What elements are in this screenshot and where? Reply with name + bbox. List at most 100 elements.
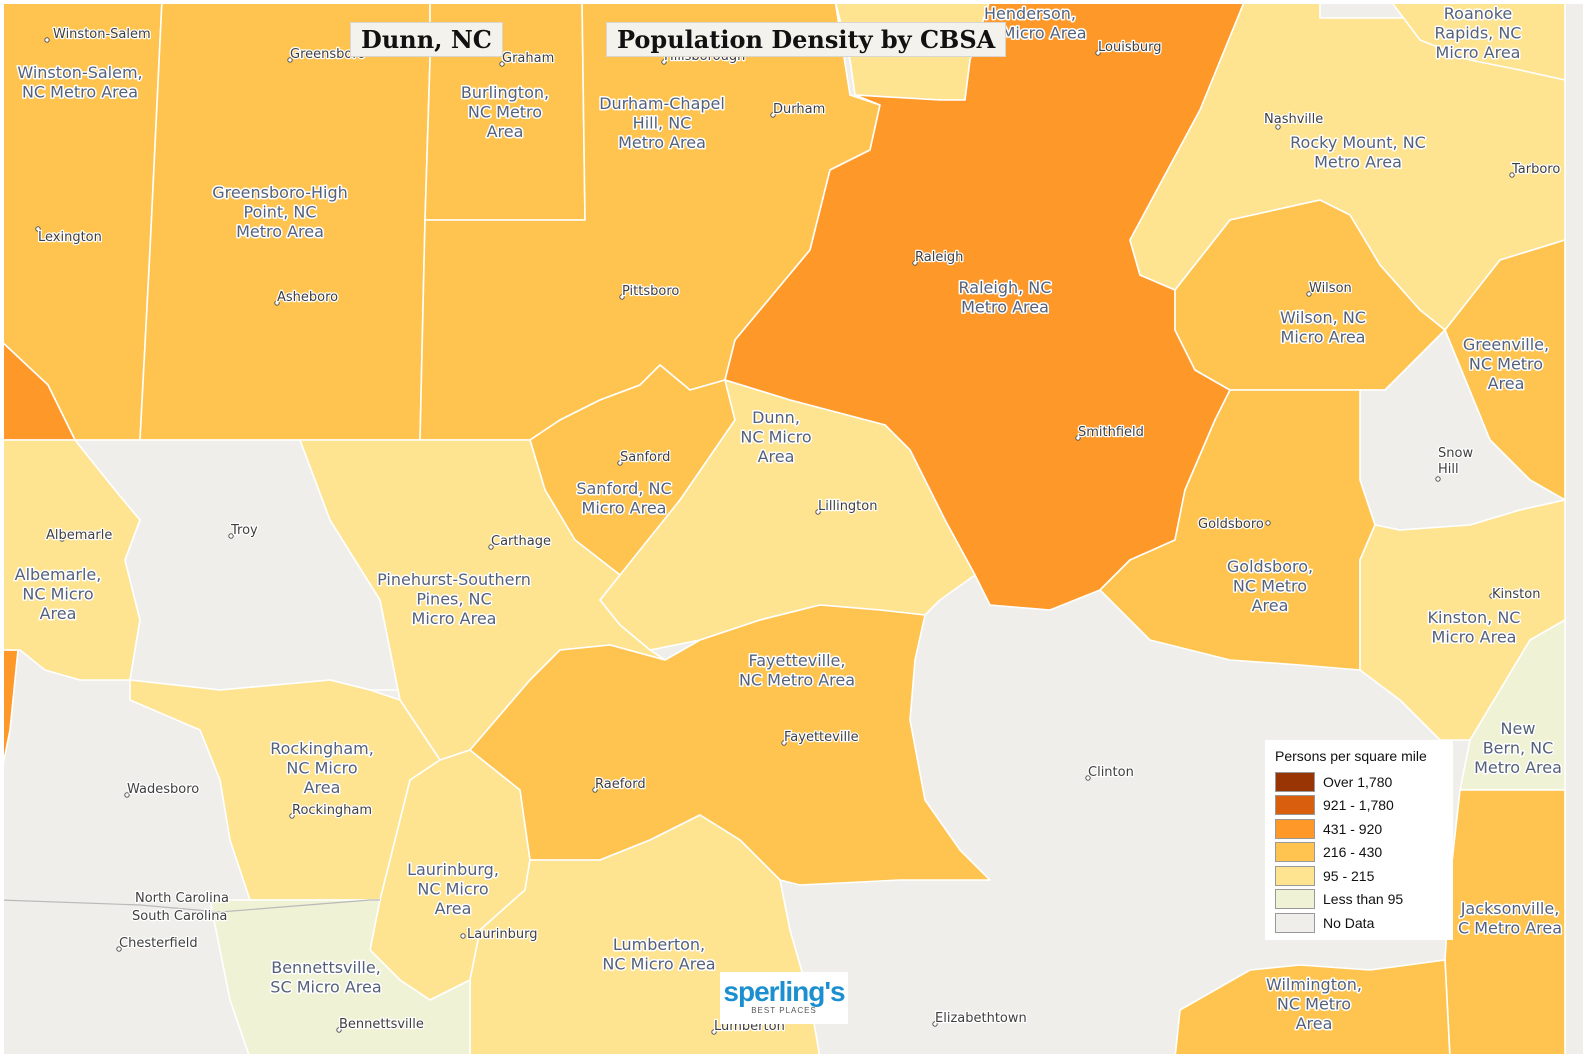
- city-marker[interactable]: Asheboro: [274, 289, 339, 306]
- city-label: Goldsboro: [1198, 517, 1264, 532]
- cbsa-label-line: Rocky Mount, NC: [1290, 133, 1426, 152]
- cbsa-label-line: Micro Area: [582, 499, 667, 518]
- city-label: Greensboro: [290, 47, 365, 62]
- city-marker[interactable]: Chesterfield: [116, 935, 199, 952]
- city-label: Hill: [1438, 462, 1459, 477]
- city-marker[interactable]: Lillington: [815, 498, 879, 515]
- cbsa-label-line: SC Micro Area: [270, 978, 381, 997]
- city-label: Raeford: [595, 777, 646, 792]
- cbsa-label-line: NC Metro: [1233, 577, 1307, 596]
- city-marker[interactable]: Goldsboro: [1197, 516, 1271, 533]
- city-marker[interactable]: Albemarle: [45, 527, 114, 545]
- cbsa-label-line: Lumberton,: [613, 935, 705, 954]
- sperlings-logo[interactable]: sperling's BEST PLACES: [720, 972, 848, 1024]
- legend-rows: Over 1,780 921 - 1,780 431 - 920 216 - 430 9…: [1275, 770, 1443, 935]
- city-label: Sanford: [620, 450, 670, 465]
- legend: Persons per square mile Over 1,780 921 - …: [1265, 740, 1453, 940]
- city-dot: [619, 294, 625, 300]
- cbsa-label-pinehurst: Pinehurst-Southern Pines, NC Micro Area: [377, 570, 531, 628]
- city-marker[interactable]: Tarboro: [1509, 161, 1562, 178]
- city-marker[interactable]: Nashville: [1263, 111, 1324, 130]
- city-dot: [488, 544, 494, 550]
- city-dot: [781, 740, 787, 746]
- cbsa-label-line: Area: [1488, 374, 1525, 393]
- city-marker[interactable]: Louisburg: [1095, 39, 1163, 56]
- legend-item: 95 - 215: [1275, 864, 1443, 888]
- cbsa-label-line: Micro Area: [1436, 43, 1521, 62]
- city-dot: [1095, 50, 1101, 56]
- city-marker[interactable]: Wadesboro: [124, 781, 201, 798]
- city-label: Durham: [773, 102, 825, 117]
- city-marker[interactable]: Rockingham: [289, 802, 373, 819]
- city-label: Smithfield: [1078, 425, 1144, 440]
- city-dot: [1306, 291, 1312, 297]
- legend-swatch: [1275, 842, 1315, 863]
- city-labels: Winston-SalemGreensboroGrahamHillsboroug…: [35, 26, 1562, 1035]
- city-marker[interactable]: Elizabethtown: [932, 1010, 1028, 1027]
- legend-label: 431 - 920: [1323, 820, 1383, 837]
- cbsa-label-line: Area: [304, 778, 341, 797]
- region-bennettsville[interactable]: [209, 899, 471, 1058]
- city-marker[interactable]: Smithfield: [1075, 424, 1145, 441]
- region-wilmington[interactable]: [1174, 959, 1451, 1058]
- city-dot: [1265, 520, 1271, 526]
- city-marker[interactable]: Lexington: [35, 226, 103, 246]
- cbsa-label-line: Rapids, NC: [1435, 24, 1522, 43]
- city-dot-snow-hill: [1435, 476, 1441, 482]
- legend-item: 216 - 430: [1275, 841, 1443, 865]
- cbsa-label-roanoke-rapids: Roanoke Rapids, NC Micro Area: [1435, 4, 1522, 62]
- cbsa-label-bennettsville: Bennettsville, SC Micro Area: [270, 958, 381, 997]
- city-marker[interactable]: Greensboro: [287, 46, 367, 63]
- city-label: Lillington: [818, 499, 877, 514]
- city-marker[interactable]: Clinton: [1085, 764, 1135, 781]
- cbsa-label-line: Greensboro-High: [212, 183, 348, 202]
- legend-swatch: [1275, 912, 1315, 933]
- region-roanoke-rapids[interactable]: [1389, 0, 1566, 81]
- legend-swatch: [1275, 889, 1315, 910]
- city-dot: [228, 533, 234, 539]
- city-marker[interactable]: Sanford: [617, 449, 672, 466]
- cbsa-label-raleigh: Raleigh, NC Metro Area: [959, 278, 1052, 317]
- city-marker[interactable]: Pittsboro: [619, 283, 681, 300]
- city-marker[interactable]: Durham: [770, 101, 827, 118]
- city-dot: [912, 260, 918, 266]
- city-marker[interactable]: Laurinburg: [460, 926, 539, 943]
- cbsa-label-winston-salem: Winston-Salem, NC Metro Area: [17, 63, 142, 102]
- city-marker[interactable]: Wilson: [1306, 280, 1353, 297]
- city-marker[interactable]: Troy: [228, 522, 259, 539]
- cbsa-label-line: Bern, NC: [1483, 739, 1554, 758]
- state-boundary-line: [0, 899, 380, 913]
- cbsa-label-line: Area: [1296, 1014, 1333, 1033]
- city-marker[interactable]: Graham: [499, 50, 556, 67]
- city-dot: [124, 792, 130, 798]
- cbsa-label-rockingham: Rockingham, NC Micro Area: [270, 739, 374, 797]
- city-marker[interactable]: Fayetteville: [781, 729, 860, 746]
- city-label: Bennettsville: [339, 1017, 424, 1032]
- city-marker[interactable]: Kinston: [1489, 586, 1542, 603]
- city-dot: [274, 300, 280, 306]
- cbsa-label-line: C Metro Area: [1458, 919, 1562, 938]
- cbsa-label-line: Micro Area: [1281, 328, 1366, 347]
- city-marker[interactable]: Raeford: [592, 776, 647, 793]
- city-marker[interactable]: Bennettsville: [336, 1016, 425, 1033]
- city-marker[interactable]: Snow: [1437, 445, 1475, 463]
- city-marker[interactable]: Winston-Salem: [44, 26, 152, 43]
- city-label: Winston-Salem: [53, 27, 151, 42]
- region-goldsboro[interactable]: [1099, 389, 1376, 671]
- cbsa-label-line: Dunn,: [752, 408, 800, 427]
- city-label: Kinston: [1492, 587, 1540, 602]
- city-marker[interactable]: Hill: [1437, 461, 1460, 479]
- cbsa-label-line: Wilson, NC: [1280, 308, 1366, 327]
- legend-label: Less than 95: [1323, 891, 1404, 908]
- city-label: Nashville: [1264, 112, 1323, 127]
- legend-label: 216 - 430: [1323, 844, 1383, 861]
- cbsa-label-line: NC Micro: [286, 759, 357, 778]
- city-marker[interactable]: Carthage: [488, 533, 552, 550]
- cbsa-label-lumberton: Lumberton, NC Micro Area: [602, 935, 715, 974]
- cbsa-label-dunn: Dunn, NC Micro Area: [740, 408, 811, 466]
- city-marker[interactable]: Raleigh: [912, 249, 965, 266]
- city-label: Louisburg: [1098, 40, 1161, 55]
- cbsa-label-line: Laurinburg,: [407, 860, 499, 879]
- cbsa-label-greenville: Greenville, NC Metro Area: [1463, 335, 1549, 393]
